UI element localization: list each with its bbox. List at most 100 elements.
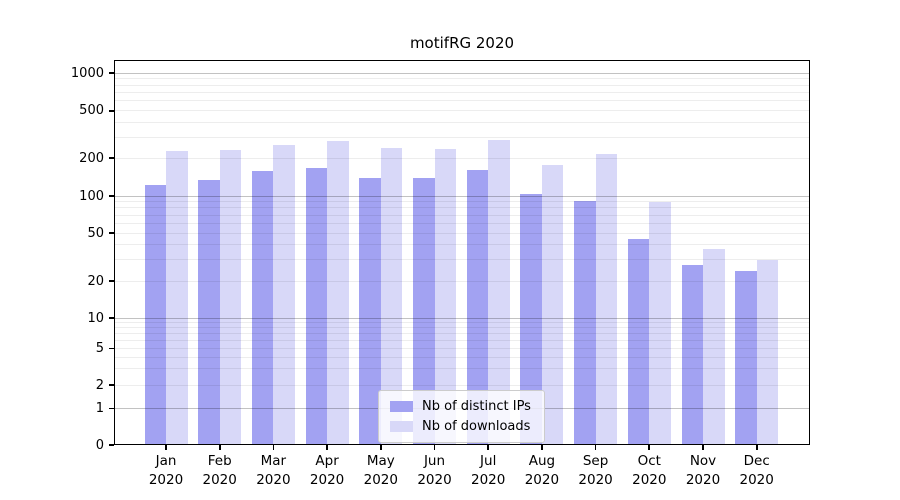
chart-title: motifRG 2020 [409, 34, 515, 52]
y-tick-label-1000: 1000 [70, 65, 104, 81]
minor-gridline [114, 121, 810, 123]
x-tick-year: 2020 [632, 471, 667, 488]
x-tick-year: 2020 [417, 471, 452, 488]
x-tick-year: 2020 [256, 471, 291, 488]
bar-distinct-ips-aug [520, 194, 542, 445]
legend-row-distinct-ips: Nb of distinct IPs [390, 396, 544, 416]
minor-gridline [114, 214, 810, 216]
minor-gridline [114, 136, 810, 138]
x-tick-feb [218, 445, 221, 450]
bar-distinct-ips-jun [413, 178, 435, 445]
minor-gridline [114, 327, 810, 329]
bar-distinct-ips-jul [466, 170, 489, 445]
minor-gridline [114, 244, 810, 246]
y-tick-label-500: 500 [79, 103, 104, 119]
x-tick-month: Nov [689, 453, 717, 469]
major-gridline [114, 317, 810, 319]
minor-gridline [114, 348, 810, 349]
major-gridline [114, 72, 810, 74]
x-tick-month: May [366, 453, 395, 469]
y-tick-label-10: 10 [87, 310, 104, 326]
y-tick-label-1: 1 [95, 401, 104, 416]
y-tick-label-2: 2 [95, 377, 104, 393]
minor-gridline [114, 222, 810, 224]
y-tick-100 [109, 195, 114, 197]
x-tick-aug [541, 445, 543, 450]
minor-gridline [114, 339, 810, 341]
bar-distinct-ips-feb [198, 180, 220, 445]
x-tick-sep [594, 445, 597, 450]
legend-label-distinct-ips: Nb of distinct IPs [422, 398, 531, 414]
x-tick-label-mar: Mar 2020 [241, 452, 305, 489]
x-tick-month: Mar [260, 453, 287, 469]
x-tick-year: 2020 [524, 471, 560, 488]
bar-downloads-jul [488, 140, 510, 445]
x-tick-year: 2020 [363, 471, 398, 488]
y-tick-2 [109, 384, 114, 386]
bar-downloads-jan [166, 151, 188, 445]
bar-downloads-jun [434, 148, 456, 445]
plot-area: Jan 2020 Feb 2020 Mar 2020 Apr 2020 May 2020 Jun 20… [71, 60, 810, 488]
minor-gridline [114, 92, 810, 94]
bar-distinct-ips-dec [735, 271, 757, 445]
y-tick-10 [109, 317, 114, 319]
bar-downloads-may [380, 148, 403, 445]
x-tick-mar [272, 445, 275, 450]
x-tick-year: 2020 [471, 471, 506, 488]
x-tick-year: 2020 [148, 471, 184, 488]
x-tick-year: 2020 [685, 471, 721, 488]
bar-distinct-ips-apr [305, 167, 328, 445]
minor-gridline [114, 384, 810, 386]
x-tick-label-dec: Dec 2020 [725, 452, 789, 489]
y-tick-label-100: 100 [79, 188, 104, 204]
minor-gridline [114, 207, 810, 209]
x-tick-month: Jul [480, 453, 497, 469]
x-tick-month: Jan [155, 453, 177, 469]
minor-gridline [114, 78, 810, 80]
x-tick-month: Oct [637, 453, 661, 469]
y-tick-5 [109, 347, 114, 350]
bar-downloads-aug [541, 164, 564, 445]
y-tick-1 [109, 407, 114, 410]
x-tick-jan [165, 445, 167, 450]
minor-gridline [114, 232, 810, 234]
x-tick-label-aug: Aug 2020 [510, 452, 574, 489]
minor-gridline [114, 368, 810, 370]
legend-swatch-distinct-ips [390, 400, 413, 412]
minor-gridline [114, 322, 810, 324]
minor-gridline [114, 259, 810, 261]
minor-gridline [114, 157, 810, 159]
y-tick-200 [109, 157, 114, 160]
y-tick-label-50: 50 [87, 225, 104, 241]
legend: Nb of distinct IPs Nb of downloads [378, 390, 545, 443]
x-tick-label-jul: Jul 2020 [456, 452, 520, 489]
y-tick-500 [109, 109, 114, 112]
x-tick-month: Feb [207, 453, 232, 469]
x-tick-year: 2020 [739, 471, 774, 488]
bar-downloads-oct [649, 201, 671, 445]
x-tick-year: 2020 [578, 471, 613, 488]
major-gridline [114, 195, 810, 197]
x-tick-label-jun: Jun 2020 [403, 452, 467, 489]
minor-gridline [114, 280, 810, 282]
x-tick-month: Apr [315, 453, 339, 469]
minor-gridline [114, 201, 810, 203]
x-tick-may [379, 445, 382, 450]
y-tick-20 [109, 280, 114, 282]
minor-gridline [114, 110, 810, 112]
x-tick-label-oct: Oct 2020 [617, 452, 681, 489]
legend-label-downloads: Nb of downloads [422, 418, 531, 434]
x-tick-label-feb: Feb 2020 [188, 452, 252, 489]
bar-downloads-nov [703, 248, 725, 445]
bar-distinct-ips-sep [574, 201, 596, 445]
x-tick-apr [326, 445, 328, 450]
minor-gridline [114, 356, 810, 358]
bar-distinct-ips-mar [251, 171, 274, 445]
x-tick-oct [648, 445, 651, 450]
y-tick-label-20: 20 [87, 273, 104, 289]
x-tick-month: Sep [582, 453, 609, 469]
y-tick-1000 [109, 72, 114, 75]
minor-gridline [114, 84, 810, 86]
x-tick-label-apr: Apr 2020 [295, 452, 359, 489]
